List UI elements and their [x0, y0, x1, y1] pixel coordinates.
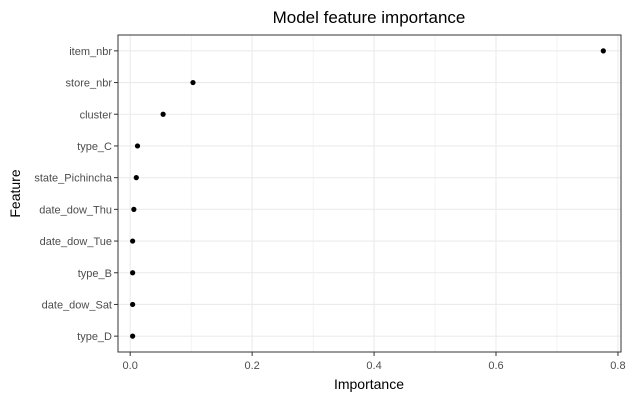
data-point [131, 206, 137, 212]
data-point [133, 175, 139, 181]
y-tick-label: type_D [77, 331, 112, 343]
x-tick-label: 0.6 [488, 360, 503, 372]
y-tick-label: date_dow_Thu [39, 204, 112, 216]
x-tick-label: 0.4 [366, 360, 381, 372]
y-tick-label: type_C [77, 141, 112, 153]
y-tick-label: type_B [78, 268, 112, 280]
data-point [130, 301, 136, 308]
y-tick-label: store_nbr [66, 78, 113, 90]
x-tick-label: 0.8 [610, 360, 625, 372]
y-tick-label: cluster [80, 109, 113, 121]
y-axis-title: Feature [7, 169, 23, 217]
x-tick-label: 0.2 [244, 360, 259, 372]
data-point [130, 270, 136, 276]
y-tick-label: item_nbr [69, 46, 112, 58]
data-point [190, 79, 196, 86]
x-tick-label: 0.0 [123, 360, 138, 372]
data-points [130, 48, 606, 339]
y-tick-label: date_dow_Tue [40, 236, 112, 248]
y-tick-label: state_Pichincha [34, 173, 113, 185]
data-point [160, 111, 166, 117]
data-point [134, 143, 141, 149]
data-point [130, 333, 136, 339]
x-axis-title: Importance [334, 376, 404, 392]
data-point [130, 238, 136, 244]
chart-title: Model feature importance [273, 8, 466, 27]
plot-panel-border [117, 34, 622, 353]
data-point [600, 48, 606, 54]
y-tick-label: date_dow_Sat [42, 299, 112, 311]
grid-lines [118, 35, 621, 352]
